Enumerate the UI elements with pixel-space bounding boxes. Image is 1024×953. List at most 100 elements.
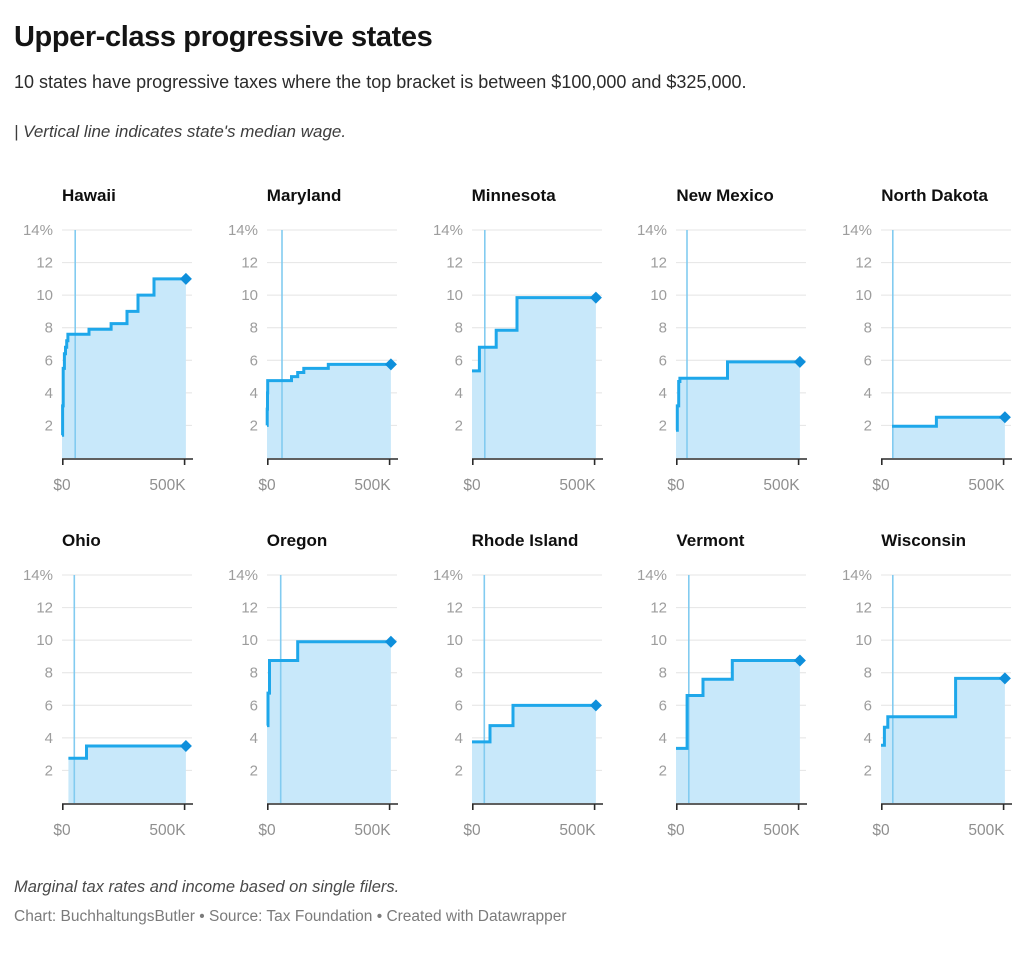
tax-rate-step-line bbox=[892, 415, 1006, 428]
y-axis-label: 12 bbox=[241, 255, 258, 272]
top-bracket-marker bbox=[999, 672, 1012, 685]
tax-rate-area-fill bbox=[68, 746, 186, 803]
tax-rate-area-fill bbox=[62, 278, 186, 458]
y-axis-label: 6 bbox=[45, 697, 53, 714]
y-axis-label: 10 bbox=[241, 632, 258, 649]
y-axis-label: 14% bbox=[23, 567, 53, 584]
tax-rate-area-fill bbox=[266, 641, 391, 803]
chart-footer: Marginal tax rates and income based on s… bbox=[14, 876, 1010, 927]
state-chart-minnesota: 14% 12 10 8 6 4 2 $0 500K bbox=[433, 222, 603, 494]
tax-rate-area-fill bbox=[471, 297, 596, 458]
y-axis-label: 4 bbox=[659, 385, 667, 402]
y-axis-label: 12 bbox=[856, 255, 873, 272]
tax-rate-step-line bbox=[61, 277, 186, 437]
y-axis-label: 14% bbox=[433, 222, 463, 239]
x-axis-label-500k: 500K bbox=[969, 477, 1006, 494]
state-panel-minnesota: Minnesota 14% 12 10 8 6 4 2 $0 500K bbox=[410, 185, 615, 497]
tax-rate-area-fill bbox=[676, 660, 801, 803]
y-axis-label: 2 bbox=[864, 417, 872, 434]
x-axis-label-zero: $0 bbox=[668, 822, 686, 839]
y-axis-label: 14% bbox=[842, 222, 872, 239]
top-bracket-marker bbox=[999, 411, 1012, 424]
y-axis-label: 8 bbox=[454, 665, 462, 682]
y-axis-label: 10 bbox=[651, 287, 668, 304]
top-bracket-marker bbox=[384, 358, 397, 371]
y-axis-label: 4 bbox=[454, 385, 462, 402]
y-axis-label: 10 bbox=[446, 632, 463, 649]
y-axis-label: 8 bbox=[454, 320, 462, 337]
y-axis-label: 10 bbox=[856, 287, 873, 304]
x-axis-label-zero: $0 bbox=[873, 822, 891, 839]
y-axis-label: 12 bbox=[446, 600, 463, 617]
panel-title: Rhode Island bbox=[471, 531, 579, 550]
y-axis-label: 2 bbox=[454, 762, 462, 779]
y-axis-label: 2 bbox=[45, 417, 53, 434]
panel-title: New Mexico bbox=[676, 186, 774, 205]
y-axis-label: 2 bbox=[454, 417, 462, 434]
tax-rate-area-fill bbox=[266, 364, 391, 458]
y-axis-label: 2 bbox=[864, 762, 872, 779]
top-bracket-marker bbox=[179, 272, 192, 285]
y-axis-label: 10 bbox=[241, 287, 258, 304]
x-axis-label-500k: 500K bbox=[764, 822, 801, 839]
state-chart-new-mexico: 14% 12 10 8 6 4 2 $0 500K bbox=[637, 222, 808, 494]
y-axis-label: 12 bbox=[651, 600, 668, 617]
state-chart-maryland: 14% 12 10 8 6 4 2 $0 500K bbox=[228, 222, 398, 494]
panel-title: Wisconsin bbox=[881, 531, 967, 550]
x-axis-label-500k: 500K bbox=[354, 477, 391, 494]
tax-rate-step-line bbox=[676, 360, 801, 432]
y-axis-label: 8 bbox=[659, 320, 667, 337]
y-axis-label: 4 bbox=[864, 385, 872, 402]
x-axis-label-zero: $0 bbox=[258, 477, 276, 494]
panel-title: Oregon bbox=[266, 531, 328, 550]
y-axis-label: 8 bbox=[659, 665, 667, 682]
state-panel-vermont: Vermont 14% 12 10 8 6 4 2 $0 500K bbox=[614, 530, 819, 842]
y-axis-label: 8 bbox=[249, 665, 257, 682]
y-axis-label: 14% bbox=[637, 222, 667, 239]
x-axis-label-zero: $0 bbox=[53, 477, 71, 494]
state-chart-wisconsin: 14% 12 10 8 6 4 2 $0 500K bbox=[842, 567, 1013, 839]
y-axis-label: 10 bbox=[856, 632, 873, 649]
y-axis-label: 6 bbox=[864, 697, 872, 714]
y-axis-label: 6 bbox=[45, 352, 53, 369]
y-axis-label: 12 bbox=[446, 255, 463, 272]
y-axis-label: 6 bbox=[454, 352, 462, 369]
x-axis-label-zero: $0 bbox=[668, 477, 686, 494]
x-axis-label-500k: 500K bbox=[559, 477, 596, 494]
top-bracket-marker bbox=[794, 654, 807, 667]
y-axis-label: 6 bbox=[249, 697, 257, 714]
state-chart-rhode-island: 14% 12 10 8 6 4 2 $0 500K bbox=[433, 567, 603, 839]
tax-rate-area-fill bbox=[676, 361, 801, 458]
y-axis-label: 12 bbox=[856, 600, 873, 617]
attribution-line: Chart: BuchhaltungsButler • Source: Tax … bbox=[14, 908, 567, 925]
tax-rate-area-fill bbox=[892, 417, 1006, 458]
tax-rate-step-line bbox=[266, 640, 391, 728]
tax-rate-step-line bbox=[471, 703, 596, 744]
y-axis-label: 4 bbox=[249, 730, 257, 747]
y-axis-label: 14% bbox=[842, 567, 872, 584]
top-bracket-marker bbox=[794, 355, 807, 368]
panel-title: Maryland bbox=[266, 186, 342, 205]
state-chart-vermont: 14% 12 10 8 6 4 2 $0 500K bbox=[637, 567, 808, 839]
y-axis-label: 14% bbox=[228, 567, 258, 584]
x-axis-label-zero: $0 bbox=[463, 822, 481, 839]
y-axis-label: 6 bbox=[864, 352, 872, 369]
y-axis-label: 2 bbox=[659, 762, 667, 779]
y-axis-label: 6 bbox=[659, 352, 667, 369]
state-panel-maryland: Maryland 14% 12 10 8 6 4 2 $0 500K bbox=[205, 185, 410, 497]
x-axis-label-500k: 500K bbox=[559, 822, 596, 839]
y-axis-label: 10 bbox=[36, 287, 53, 304]
y-axis-label: 2 bbox=[659, 417, 667, 434]
x-axis-label-500k: 500K bbox=[149, 477, 186, 494]
x-axis-label-500k: 500K bbox=[764, 477, 801, 494]
tax-rate-step-line bbox=[265, 362, 391, 427]
y-axis-label: 4 bbox=[864, 730, 872, 747]
small-multiples-grid: Hawaii 14% 12 10 8 6 4 2 $0 500K Maryland 14% 12 10 8 6… bbox=[0, 185, 1013, 842]
y-axis-label: 10 bbox=[446, 287, 463, 304]
y-axis-label: 2 bbox=[249, 417, 257, 434]
top-bracket-marker bbox=[589, 291, 602, 304]
page-subtitle: 10 states have progressive taxes where t… bbox=[14, 72, 747, 92]
panel-title: North Dakota bbox=[881, 186, 988, 205]
x-axis-label-zero: $0 bbox=[463, 477, 481, 494]
state-chart-north-dakota: 14% 12 10 8 6 4 2 $0 500K bbox=[842, 222, 1013, 494]
